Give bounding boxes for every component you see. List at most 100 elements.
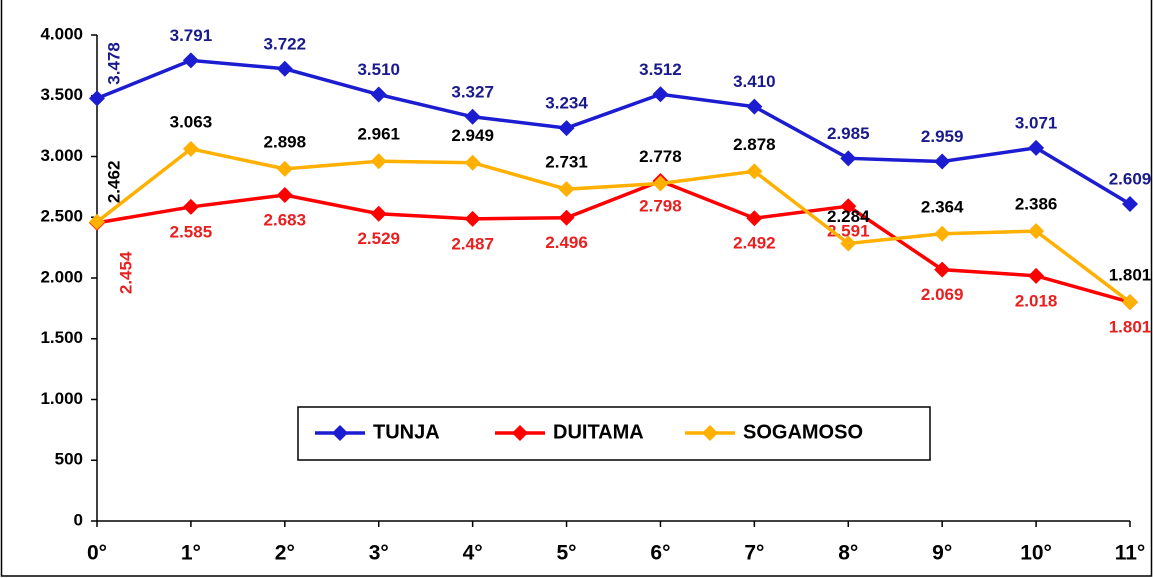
value-label: 2.487	[451, 234, 494, 253]
series-line	[96, 58, 1131, 206]
value-label: 2.454	[116, 251, 135, 294]
point	[1028, 267, 1045, 284]
value-label: 2.529	[357, 229, 400, 248]
x-tick-label: 11°	[1115, 542, 1146, 565]
point	[370, 153, 387, 170]
y-tick-label: 0	[74, 510, 83, 529]
point	[370, 205, 387, 222]
value-label: 2.386	[1015, 195, 1058, 214]
value-label: 2.898	[264, 132, 307, 151]
point	[746, 98, 763, 115]
y-tick-label: 1.000	[40, 389, 83, 408]
legend-label: SOGAMOSO	[743, 421, 863, 443]
legend-marker	[702, 425, 718, 441]
point	[934, 153, 951, 170]
point	[840, 198, 857, 215]
y-tick-label: 2.500	[40, 207, 83, 226]
point	[1028, 223, 1045, 240]
point	[934, 225, 951, 242]
series-line	[96, 179, 1131, 304]
legend-label: TUNJA	[373, 421, 440, 443]
value-label: 3.510	[357, 60, 400, 79]
point	[1122, 196, 1138, 213]
point	[464, 210, 481, 227]
value-label: 1.801	[1109, 266, 1152, 285]
value-label: 2.018	[1015, 291, 1058, 310]
point	[89, 213, 105, 230]
y-tick-label: 4.000	[40, 24, 83, 43]
point	[182, 52, 199, 69]
value-label: 2.961	[357, 125, 400, 144]
point	[558, 181, 575, 198]
x-tick-label: 9°	[932, 542, 952, 565]
x-tick-label: 5°	[557, 542, 577, 565]
point	[182, 198, 199, 215]
point	[558, 120, 575, 137]
point	[464, 154, 481, 171]
legend-marker	[332, 425, 348, 441]
value-label: 2.364	[921, 197, 964, 216]
point	[276, 160, 293, 177]
value-label: 2.949	[451, 126, 494, 145]
value-label: 2.683	[264, 210, 307, 229]
point	[652, 175, 669, 192]
value-label: 3.410	[733, 72, 776, 91]
x-tick-label: 6°	[650, 542, 670, 565]
x-tick-label: 1°	[181, 542, 201, 565]
point	[1028, 139, 1045, 156]
point	[464, 108, 481, 125]
value-label: 2.609	[1109, 169, 1152, 188]
point	[746, 210, 763, 227]
point	[840, 235, 857, 252]
value-label: 2.492	[733, 234, 776, 253]
value-label: 3.234	[545, 94, 588, 113]
y-tick-label: 3.500	[40, 85, 83, 104]
value-label: 3.722	[264, 34, 307, 53]
value-label: 3.478	[104, 42, 123, 85]
value-label: 3.071	[1015, 113, 1058, 132]
value-label: 2.462	[104, 161, 123, 204]
point	[840, 150, 857, 167]
x-tick-label: 4°	[463, 542, 483, 565]
y-tick-label: 500	[55, 450, 83, 469]
y-tick-label: 1.500	[40, 328, 83, 347]
point	[276, 60, 293, 77]
value-label: 2.496	[545, 233, 588, 252]
series-line	[95, 146, 1132, 304]
point	[276, 187, 293, 204]
value-label: 2.878	[733, 135, 776, 154]
value-label: 2.985	[827, 124, 870, 143]
value-label: 3.327	[451, 82, 494, 101]
value-label: 2.798	[639, 197, 682, 216]
value-label: 1.801	[1109, 318, 1152, 337]
x-tick-label: 7°	[744, 542, 764, 565]
value-label: 2.069	[921, 285, 964, 304]
value-label: 2.585	[170, 222, 213, 241]
x-tick-label: 10°	[1020, 542, 1052, 565]
legend-label: DUITAMA	[553, 421, 644, 443]
y-tick-label: 3.000	[40, 146, 83, 165]
value-label: 2.778	[639, 147, 682, 166]
point	[652, 86, 669, 103]
point	[370, 86, 387, 103]
point	[182, 140, 199, 157]
value-label: 3.791	[170, 26, 213, 45]
value-label: 3.063	[170, 112, 213, 131]
point	[746, 163, 763, 180]
point	[934, 261, 951, 278]
x-tick-label: 2°	[275, 542, 295, 565]
point	[558, 209, 575, 226]
legend-marker	[512, 425, 528, 441]
legend-box	[297, 406, 931, 461]
point	[89, 90, 105, 107]
x-tick-label: 3°	[369, 542, 389, 565]
y-tick-label: 2.000	[40, 267, 83, 286]
value-label: 2.959	[921, 127, 964, 146]
point	[1122, 294, 1138, 311]
value-label: 3.512	[639, 60, 682, 79]
value-label: 2.284	[827, 207, 870, 226]
value-label: 2.731	[545, 153, 588, 172]
x-tick-label: 0°	[87, 542, 107, 565]
